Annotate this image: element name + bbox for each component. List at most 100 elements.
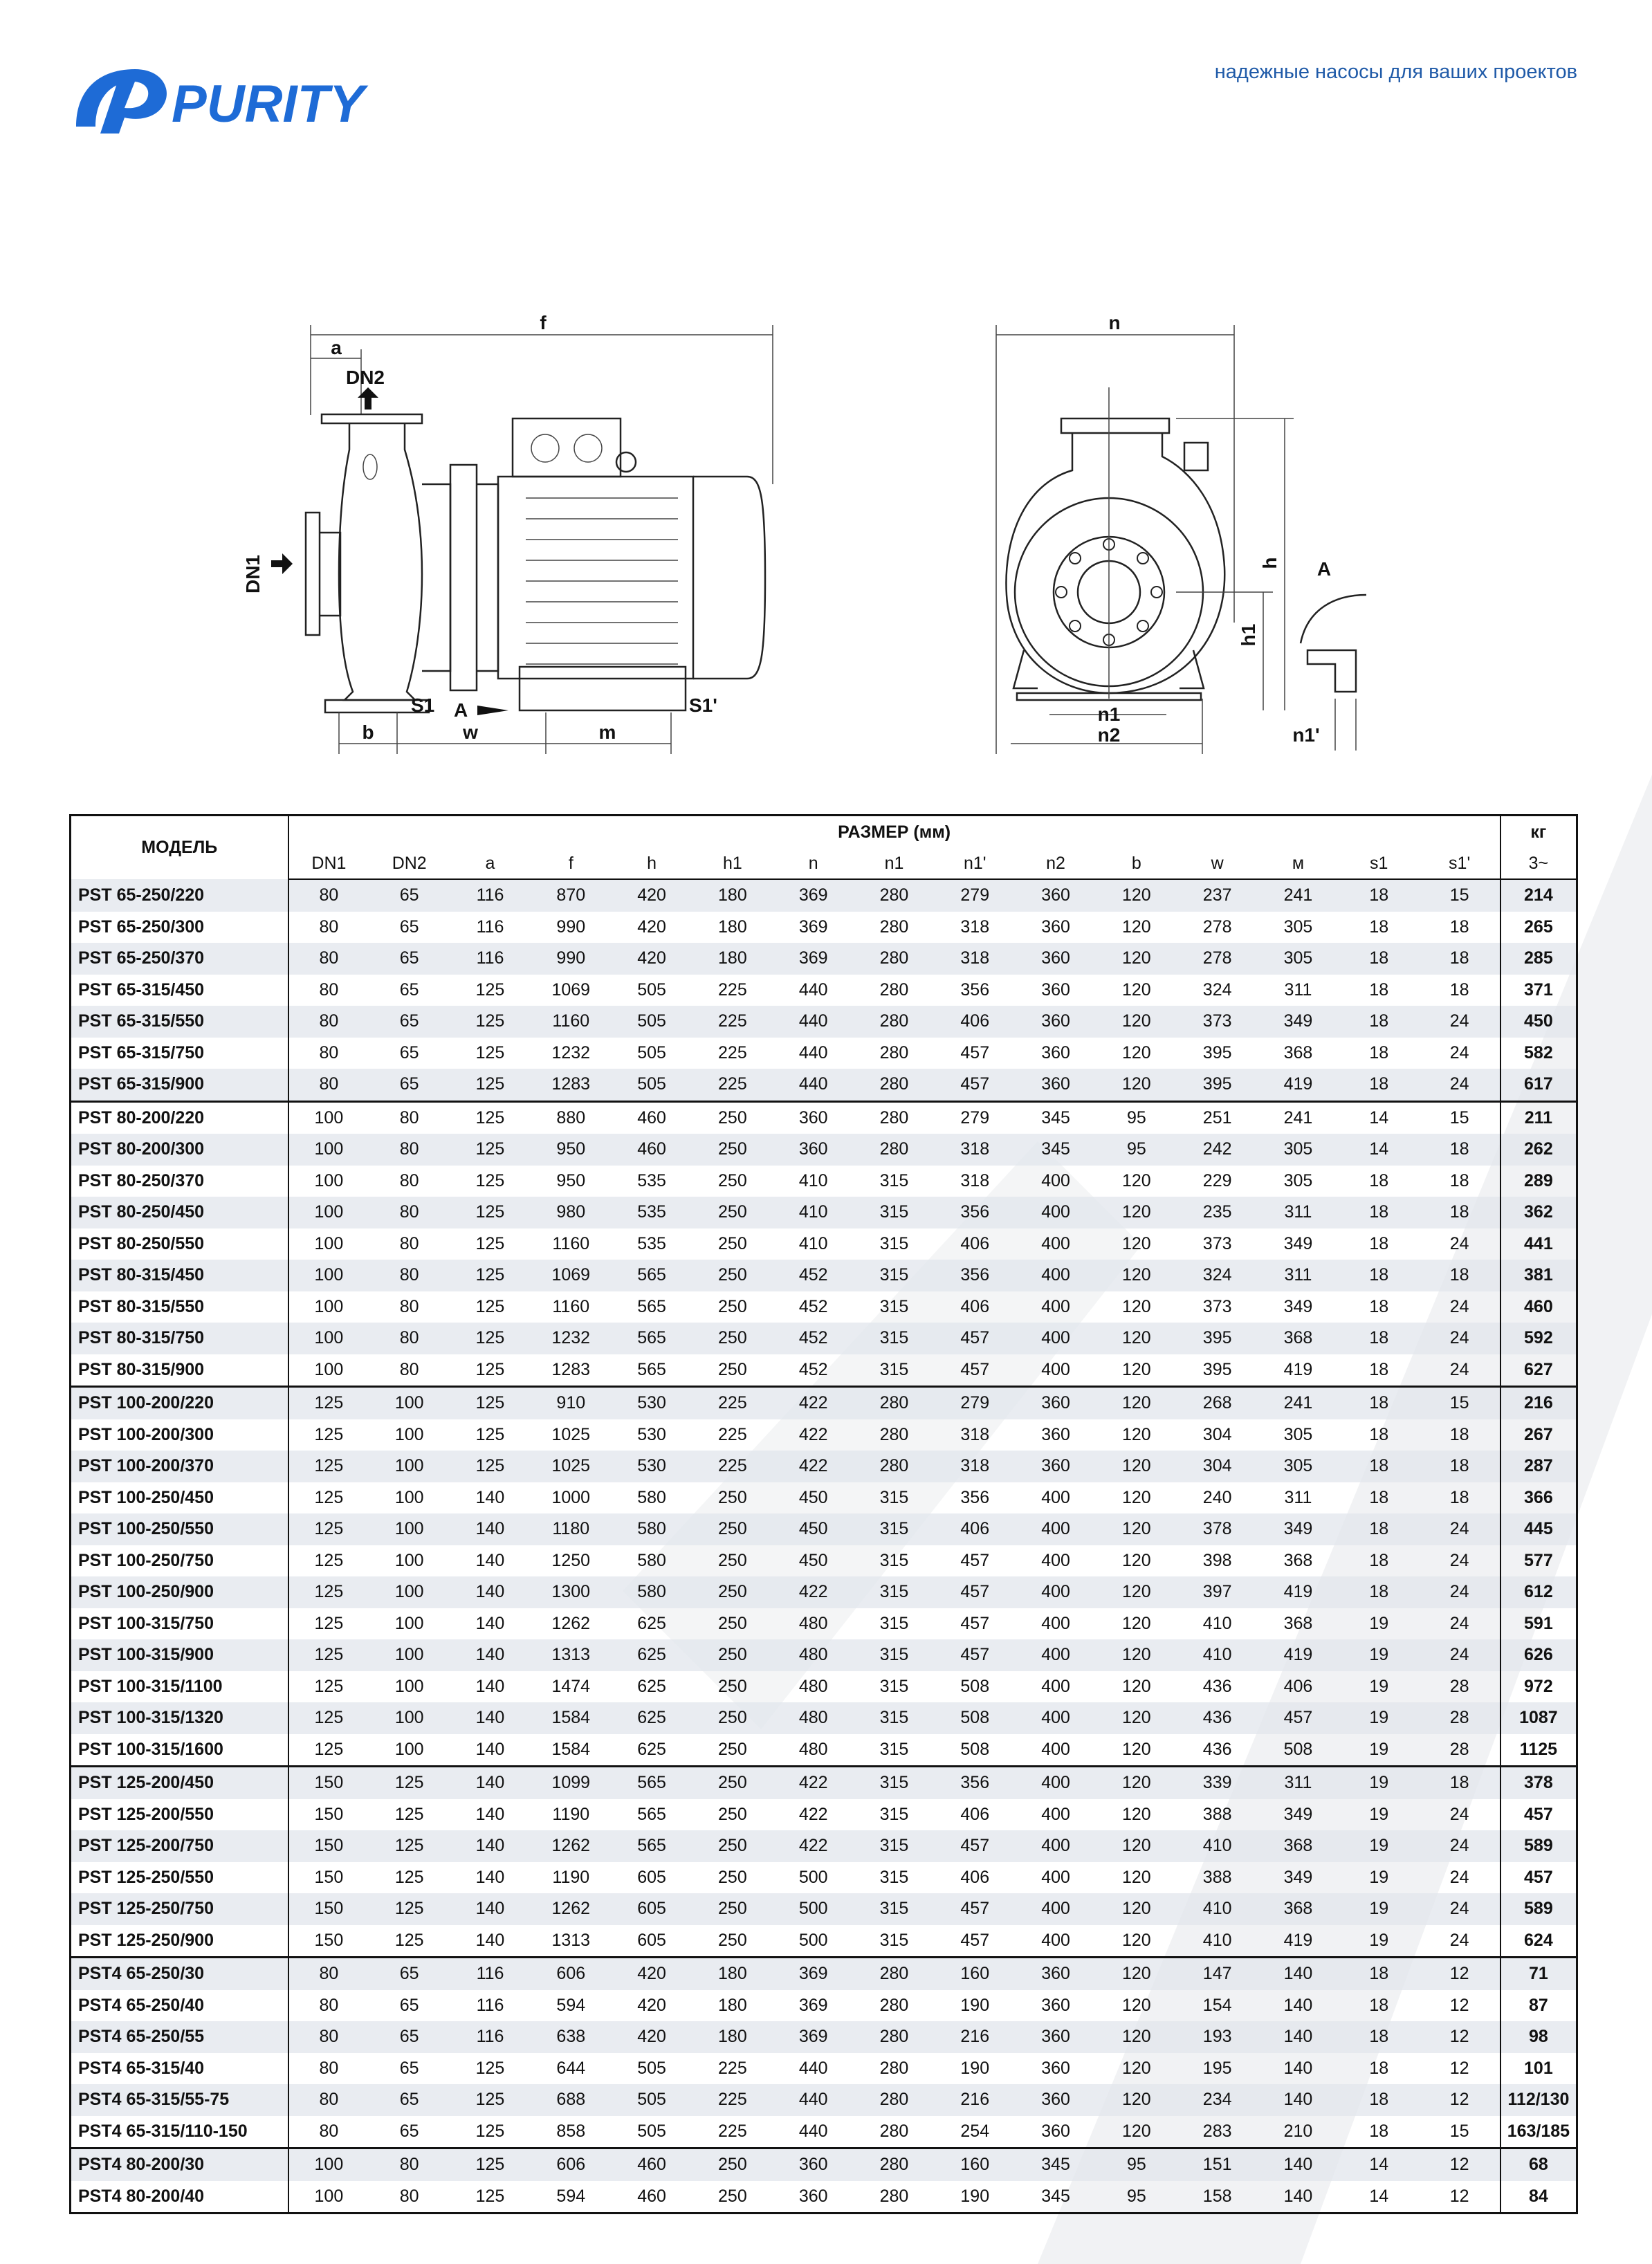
spec-table: МОДЕЛЬ РАЗМЕР (мм) кг DN1 DN2 a f h h1 n n1 n1' n2 b w…	[69, 814, 1579, 2214]
weight-cell: 84	[1499, 2180, 1577, 2214]
cell: 373	[1177, 1006, 1258, 1038]
model-cell: PST 65-250/370	[70, 943, 288, 975]
cell: 100	[369, 1576, 450, 1608]
cell: 280	[854, 1451, 935, 1482]
column-header: a	[450, 848, 531, 880]
data-row: PST 125-200/750 150 125 140 1262 565 250 422 315…	[70, 1830, 1577, 1862]
cell: 120	[1096, 879, 1177, 912]
cell: 125	[450, 2084, 531, 2116]
cell: 1584	[530, 1702, 612, 1734]
cell: 356	[934, 1765, 1016, 1799]
cell: 500	[773, 1893, 854, 1925]
cell: 65	[369, 943, 450, 975]
cell: 241	[1258, 1100, 1339, 1134]
cell: 422	[773, 1451, 854, 1482]
cell: 410	[1177, 1830, 1258, 1862]
cell: 225	[692, 1006, 773, 1038]
cell: 237	[1177, 879, 1258, 912]
cell: 65	[399, 2121, 419, 2141]
weight-cell: 287	[1499, 1451, 1577, 1482]
column-header: s1	[1338, 848, 1420, 880]
cell: 125	[450, 1386, 531, 1419]
cell: 125	[450, 1197, 531, 1228]
cell: 140	[475, 1739, 505, 1759]
cell: 120	[1122, 1170, 1151, 1190]
weight-cell: 211	[1499, 1100, 1577, 1134]
cell: 125	[394, 1804, 424, 1824]
column-header: м	[1258, 848, 1339, 880]
model-cell: PST 65-315/750	[78, 1042, 205, 1062]
cell: 450	[798, 1487, 828, 1507]
cell: 116	[450, 2021, 531, 2053]
cell: 18	[1338, 1260, 1420, 1291]
cell: 125	[475, 2058, 505, 2078]
weight-cell: 589	[1499, 1830, 1577, 1862]
cell: 120	[1122, 2058, 1151, 2078]
cell: 368	[1283, 1613, 1313, 1633]
cell: 140	[450, 1639, 531, 1671]
cell: 120	[1096, 1006, 1177, 1038]
cell: 419	[1258, 1639, 1339, 1671]
cell: 12	[1449, 1995, 1469, 2015]
cell: 116	[450, 879, 531, 912]
cell: 315	[854, 1323, 935, 1354]
cell: 24	[1419, 1639, 1500, 1671]
cell: 100	[369, 1386, 450, 1419]
cell: 250	[718, 1487, 747, 1507]
column-header: n	[773, 848, 854, 880]
cell: 535	[637, 1170, 666, 1190]
cell: 18	[1338, 1386, 1420, 1419]
cell: 28	[1419, 1702, 1500, 1734]
data-row: PST 80-315/450 100 80 125 1069 565 250 452 315 35…	[70, 1260, 1577, 1291]
cell: 1025	[530, 1451, 612, 1482]
model-cell: PST 80-315/450	[70, 1260, 288, 1291]
cell: 625	[637, 1739, 666, 1759]
cell: 311	[1284, 1487, 1312, 1507]
data-row: PST 100-315/750 125 100 140 1262 625 250 480 315…	[71, 1608, 1577, 1639]
cell: 19	[1338, 1765, 1420, 1799]
cell: 18	[1369, 2058, 1389, 2078]
model-cell: PST 100-250/550	[70, 1513, 288, 1545]
cell: 120	[1096, 943, 1177, 975]
cell: 406	[1283, 1676, 1313, 1696]
cell: 1190	[552, 1804, 590, 1824]
cell: 457	[934, 1069, 1016, 1101]
cell: 580	[611, 1513, 692, 1545]
cell: 505	[611, 1069, 692, 1101]
weight-cell: 112/130	[1499, 2084, 1577, 2116]
cell: 150	[287, 1924, 369, 1958]
weight-cell: 450	[1499, 1006, 1577, 1038]
header-row: МОДЕЛЬ РАЗМЕР (мм) кг	[71, 815, 1577, 857]
model-cell: PST 80-200/300	[70, 1134, 288, 1166]
dim-label: n	[1108, 312, 1120, 333]
cell: 1474	[551, 1676, 591, 1696]
cell: 440	[798, 979, 828, 1000]
cell: 100	[287, 2147, 369, 2181]
cell: 625	[637, 1676, 666, 1696]
model-cell: PST4 65-315/110-150	[78, 2121, 248, 2141]
cell: 250	[692, 1765, 773, 1799]
cell: 125	[475, 1170, 505, 1190]
cell: 625	[637, 1613, 666, 1633]
cell: 508	[960, 1676, 990, 1696]
cell: 990	[530, 943, 612, 975]
cell: 225	[718, 979, 747, 1000]
cell: 125	[287, 1671, 369, 1702]
data-row: PST 65-315/450 80 65 125 1069 505 225 440 280 356…	[71, 974, 1577, 1006]
cell: 125	[287, 1639, 369, 1671]
cell: 440	[773, 1069, 854, 1101]
cell: 280	[879, 2121, 909, 2141]
cell: 65	[399, 1995, 419, 2015]
cell: 400	[1015, 1830, 1096, 1862]
cell: 349	[1283, 1867, 1313, 1887]
cell: 80	[287, 1989, 369, 2021]
weight-cell: 445	[1499, 1513, 1577, 1545]
cell: 19	[1369, 1867, 1389, 1887]
cell: 250	[692, 1830, 773, 1862]
cell: 125	[287, 1419, 369, 1451]
cell: 120	[1096, 1197, 1177, 1228]
cell: 65	[369, 1006, 450, 1038]
model-cell: PST 100-200/370	[70, 1451, 288, 1482]
cell: 305	[1283, 1424, 1313, 1444]
cell: 24	[1449, 1233, 1469, 1253]
